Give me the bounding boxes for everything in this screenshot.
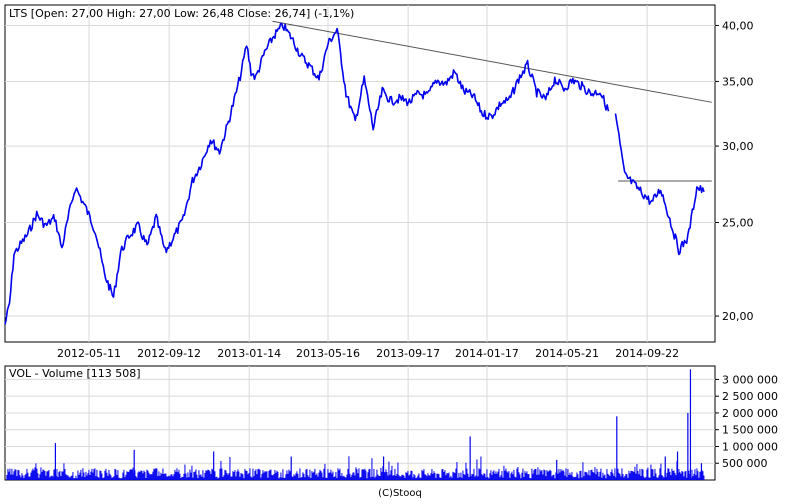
volume-chart-header: VOL - Volume [113 508] — [9, 367, 141, 380]
volume-y-tick-label: 500 000 — [722, 457, 768, 470]
volume-grid — [5, 366, 715, 480]
volume-y-tick-label: 1 000 000 — [722, 440, 778, 453]
volume-y-tick-label: 1 500 000 — [722, 424, 778, 437]
price-x-tick-label: 2013-05-16 — [296, 347, 360, 360]
copyright-footer: (C)Stooq — [378, 488, 422, 499]
price-x-tick-label: 2013-01-14 — [217, 347, 281, 360]
price-x-tick-label: 2014-09-22 — [615, 347, 679, 360]
price-y-axis: 20,00 25,00 30,00 35,00 40,00 — [715, 19, 754, 323]
price-y-tick-label: 20,00 — [722, 310, 754, 323]
price-grid — [5, 5, 715, 342]
price-y-tick-label: 30,00 — [722, 140, 754, 153]
price-x-tick-label: 2014-05-21 — [535, 347, 599, 360]
price-x-tick-label: 2012-09-12 — [137, 347, 201, 360]
price-y-tick-label: 35,00 — [722, 75, 754, 88]
price-y-tick-label: 40,00 — [722, 19, 754, 32]
volume-y-axis: 500 000 1 000 000 1 500 000 2 000 000 2 500 … — [715, 373, 778, 470]
price-chart-header: LTS [Open: 27,00 High: 27,00 Low: 26,48 … — [9, 7, 354, 20]
trendline — [272, 20, 712, 103]
price-line-segment — [4, 22, 610, 325]
volume-y-tick-label: 2 500 000 — [722, 390, 778, 403]
volume-bars — [6, 369, 705, 480]
price-x-tick-label: 2012-05-11 — [57, 347, 121, 360]
price-y-tick-label: 25,00 — [722, 217, 754, 230]
volume-y-tick-label: 2 000 000 — [722, 407, 778, 420]
price-panel-frame — [4, 4, 716, 343]
volume-y-tick-label: 3 000 000 — [722, 373, 778, 386]
price-line-segment — [614, 113, 705, 256]
price-line-series — [4, 22, 705, 325]
price-x-axis: 2012-05-11 2012-09-12 2013-01-14 2013-05-16… — [57, 347, 679, 360]
price-x-tick-label: 2013-09-17 — [376, 347, 440, 360]
price-x-tick-label: 2014-01-17 — [455, 347, 519, 360]
